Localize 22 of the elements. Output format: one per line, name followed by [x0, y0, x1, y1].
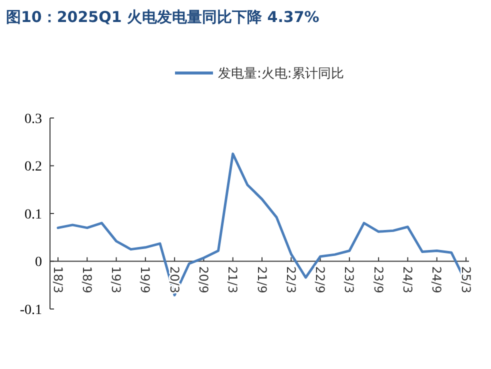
- x-tick-label: 22/9: [313, 266, 328, 294]
- x-tick-label: 18/9: [80, 266, 94, 294]
- x-tick-label: 19/9: [138, 266, 152, 294]
- y-tick-label: 0.2: [24, 160, 42, 175]
- y-tick-label: -0.1: [20, 302, 42, 318]
- x-tick-label: 20/3: [167, 266, 182, 294]
- x-tick-label: 19/3: [109, 266, 124, 294]
- x-tick-label: 24/9: [430, 266, 444, 294]
- chart-title: 图10：2025Q1 火电发电量同比下降 4.37%: [6, 8, 320, 26]
- x-tick-label: 21/3: [226, 266, 240, 294]
- x-tick-label: 24/3: [400, 266, 415, 294]
- y-tick-label: 0.3: [24, 112, 42, 127]
- x-tick-label: 22/3: [284, 266, 298, 294]
- y-tick-label: 0: [35, 255, 42, 270]
- x-tick-label: 23/9: [371, 266, 386, 294]
- legend-label: 发电量:火电:累计同比: [218, 66, 344, 82]
- x-tick-label: 21/9: [254, 266, 269, 294]
- x-tick-label: 25/3: [458, 266, 473, 294]
- x-tick-label: 20/9: [196, 266, 211, 294]
- x-tick-label: 23/3: [342, 266, 356, 294]
- x-tick-label: 18/3: [50, 266, 65, 294]
- y-tick-label: 0.1: [24, 207, 42, 222]
